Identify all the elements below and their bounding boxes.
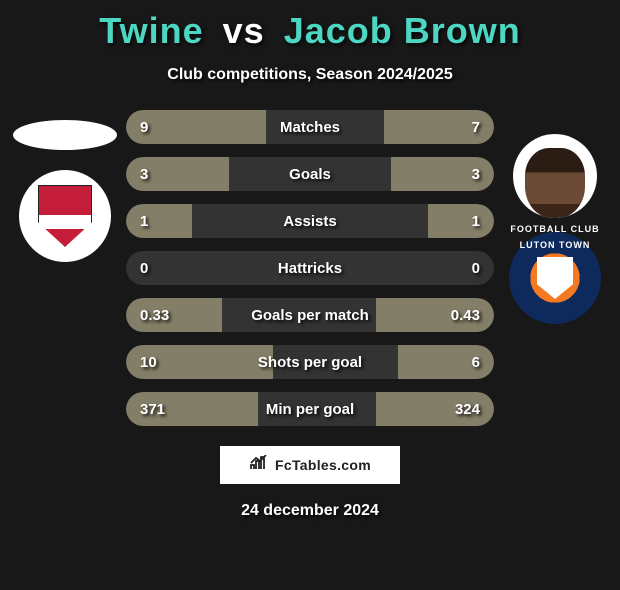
face-icon [525, 148, 585, 218]
stat-value-right: 0.43 [440, 307, 480, 324]
stat-row: 3Goals3 [126, 157, 494, 191]
content-area: 9Matches7 3Goals3 1Assists1 0Hattricks0 0.33… [0, 110, 620, 426]
stat-row: 371Min per goal324 [126, 392, 494, 426]
stat-label: Shots per goal [126, 354, 494, 371]
chart-icon [249, 455, 269, 476]
vs-text: vs [223, 10, 265, 51]
watermark-text: FcTables.com [275, 457, 371, 473]
club-badge-right: LUTON TOWN FOOTBALL CLUB [509, 232, 601, 324]
stat-value-right: 3 [440, 166, 480, 183]
stat-row: 0Hattricks0 [126, 251, 494, 285]
player2-name: Jacob Brown [284, 10, 521, 51]
date-text: 24 december 2024 [0, 502, 620, 520]
stat-value-right: 7 [440, 119, 480, 136]
subtitle: Club competitions, Season 2024/2025 [0, 66, 620, 84]
stats-column: 9Matches7 3Goals3 1Assists1 0Hattricks0 0.33… [120, 110, 500, 426]
stat-label: Hattricks [126, 260, 494, 277]
comparison-title: Twine vs Jacob Brown [0, 10, 620, 52]
left-column [10, 110, 120, 426]
stat-label: Min per goal [126, 401, 494, 418]
watermark: FcTables.com [220, 446, 400, 484]
stat-value-right: 1 [440, 213, 480, 230]
stat-row: 9Matches7 [126, 110, 494, 144]
stat-value-right: 6 [440, 354, 480, 371]
right-column: LUTON TOWN FOOTBALL CLUB [500, 110, 610, 426]
stat-label: Assists [126, 213, 494, 230]
player1-name: Twine [99, 10, 203, 51]
stat-row: 10Shots per goal6 [126, 345, 494, 379]
shield-icon [38, 185, 92, 247]
stat-value-right: 324 [440, 401, 480, 418]
stat-label: Matches [126, 119, 494, 136]
stat-row: 1Assists1 [126, 204, 494, 238]
player1-avatar [13, 120, 117, 150]
stat-row: 0.33Goals per match0.43 [126, 298, 494, 332]
stat-label: Goals per match [126, 307, 494, 324]
stat-label: Goals [126, 166, 494, 183]
club-badge-left [19, 170, 111, 262]
stat-value-right: 0 [440, 260, 480, 277]
player2-avatar [513, 134, 597, 218]
